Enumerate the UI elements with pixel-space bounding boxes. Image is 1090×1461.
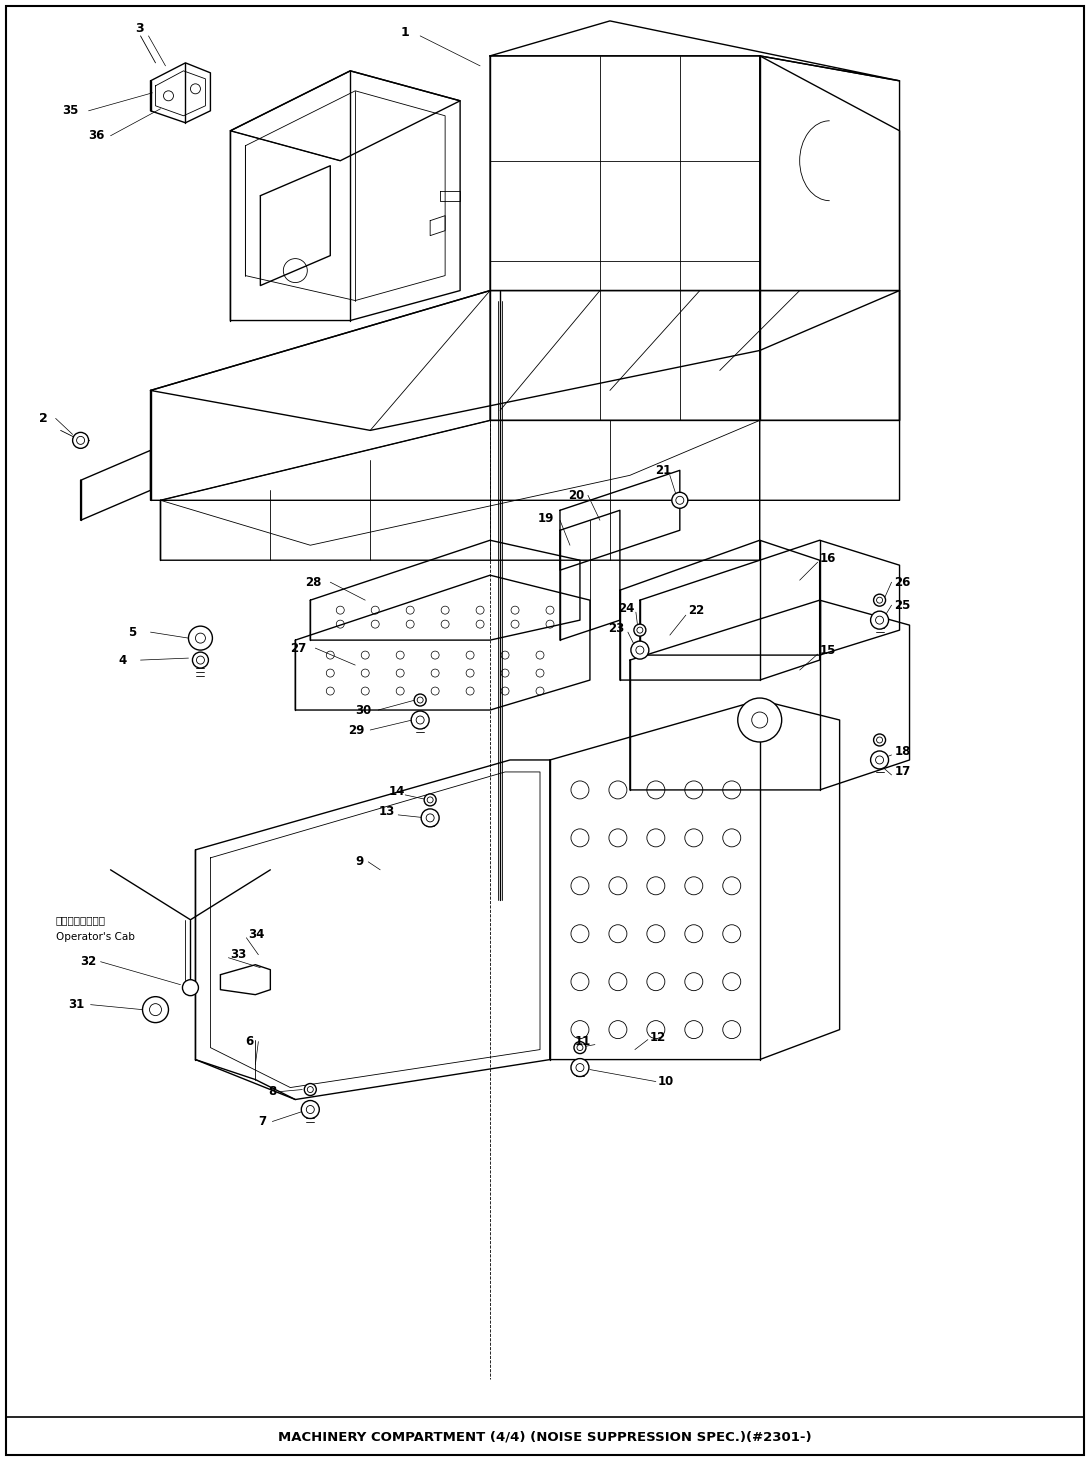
Circle shape	[411, 712, 429, 729]
Text: オペレータキャブ: オペレータキャブ	[56, 915, 106, 925]
Text: 35: 35	[62, 104, 78, 117]
Text: 5: 5	[129, 625, 136, 638]
Circle shape	[193, 652, 208, 668]
Text: 27: 27	[290, 641, 306, 655]
Text: 20: 20	[568, 489, 584, 501]
Text: 3: 3	[135, 22, 144, 35]
Circle shape	[871, 751, 888, 768]
Text: 26: 26	[895, 576, 911, 589]
Circle shape	[421, 809, 439, 827]
Text: 14: 14	[388, 786, 404, 798]
Text: 34: 34	[249, 928, 265, 941]
Text: Operator's Cab: Operator's Cab	[56, 932, 134, 942]
Text: 25: 25	[895, 599, 911, 612]
Text: 32: 32	[81, 955, 97, 969]
Text: 4: 4	[119, 653, 126, 666]
Circle shape	[873, 595, 885, 606]
Text: 30: 30	[355, 704, 372, 716]
Text: MACHINERY COMPARTMENT (4/4) (NOISE SUPPRESSION SPEC.)(#2301-): MACHINERY COMPARTMENT (4/4) (NOISE SUPPR…	[278, 1430, 812, 1443]
Circle shape	[73, 432, 88, 449]
Text: 29: 29	[348, 723, 365, 736]
Circle shape	[304, 1084, 316, 1096]
Text: 23: 23	[608, 621, 625, 634]
Text: 21: 21	[655, 463, 671, 476]
Circle shape	[414, 694, 426, 706]
Text: 33: 33	[230, 948, 246, 961]
Text: 6: 6	[245, 1034, 254, 1048]
Text: 7: 7	[258, 1115, 266, 1128]
Text: 12: 12	[650, 1031, 666, 1045]
Circle shape	[873, 733, 885, 747]
Text: 22: 22	[688, 603, 704, 617]
Circle shape	[143, 996, 169, 1023]
Text: 31: 31	[69, 998, 85, 1011]
Text: 28: 28	[305, 576, 322, 589]
Text: 2: 2	[38, 412, 47, 425]
Circle shape	[189, 627, 213, 650]
Circle shape	[871, 611, 888, 630]
Text: 17: 17	[895, 766, 911, 779]
Circle shape	[631, 641, 649, 659]
Circle shape	[571, 1059, 589, 1077]
Text: 36: 36	[88, 129, 105, 142]
Circle shape	[671, 492, 688, 508]
Circle shape	[301, 1100, 319, 1119]
Circle shape	[182, 980, 198, 995]
Text: 18: 18	[895, 745, 911, 758]
Text: 15: 15	[820, 644, 836, 656]
Text: 11: 11	[574, 1034, 591, 1048]
Text: 24: 24	[618, 602, 634, 615]
Text: 16: 16	[820, 552, 836, 565]
Text: 13: 13	[378, 805, 395, 818]
Text: 1: 1	[400, 26, 409, 39]
Text: 19: 19	[538, 511, 555, 524]
Text: 8: 8	[268, 1086, 277, 1099]
Text: 9: 9	[355, 855, 363, 868]
Circle shape	[738, 698, 782, 742]
Circle shape	[634, 624, 646, 636]
Circle shape	[574, 1042, 586, 1053]
Text: 10: 10	[658, 1075, 674, 1088]
Circle shape	[424, 793, 436, 806]
